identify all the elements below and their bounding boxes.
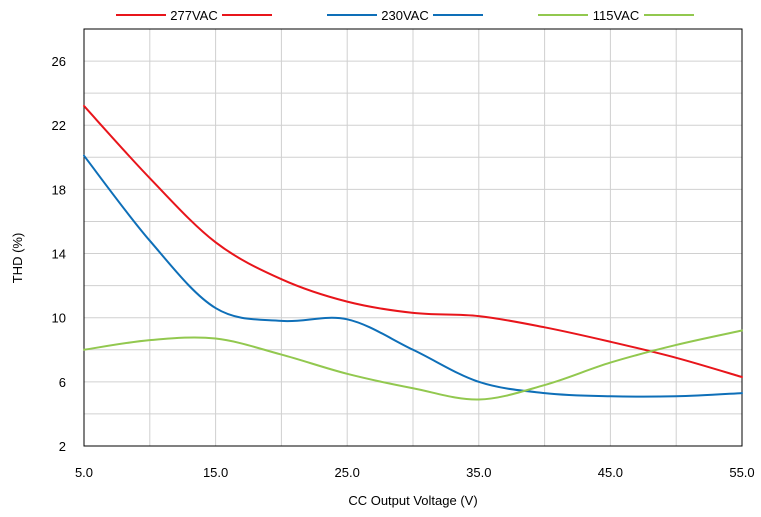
- x-tick-label: 35.0: [466, 465, 491, 480]
- grid-lines: [83, 28, 743, 447]
- series-line-277vac: [83, 104, 743, 379]
- x-axis-title: CC Output Voltage (V): [348, 493, 477, 508]
- legend-label-bg: [377, 7, 433, 23]
- legend-item-277vac: 277VAC: [116, 7, 272, 23]
- legend-label-bg: [166, 7, 222, 23]
- x-axis-tick-labels: 5.0 15.0 25.0 35.0 45.0 55.0: [75, 465, 755, 480]
- x-tick-label: 25.0: [335, 465, 360, 480]
- plot-area-border: [83, 28, 743, 447]
- legend-label-bg: [588, 7, 644, 23]
- y-tick-label: 14: [52, 247, 66, 262]
- legend-label: 115VAC: [593, 8, 640, 23]
- y-tick-label: 26: [52, 54, 66, 69]
- series-line-230vac: [83, 154, 743, 398]
- series-line-115vac: [83, 329, 743, 401]
- x-tick-label: 45.0: [598, 465, 623, 480]
- legend: 277VAC 230VAC 115VAC: [116, 7, 694, 23]
- legend-label: 277VAC: [170, 8, 217, 23]
- x-tick-label: 55.0: [729, 465, 754, 480]
- legend-label: 230VAC: [381, 8, 428, 23]
- y-tick-label: 6: [59, 375, 66, 390]
- y-tick-label: 22: [52, 118, 66, 133]
- x-tick-label: 15.0: [203, 465, 228, 480]
- y-tick-label: 2: [59, 439, 66, 454]
- series-lines: [83, 104, 743, 401]
- legend-item-230vac: 230VAC: [327, 7, 483, 23]
- y-tick-label: 10: [52, 311, 66, 326]
- x-tick-label: 5.0: [75, 465, 93, 480]
- y-tick-label: 18: [52, 182, 66, 197]
- y-axis-title: THD (%): [10, 233, 25, 284]
- legend-item-115vac: 115VAC: [538, 7, 694, 23]
